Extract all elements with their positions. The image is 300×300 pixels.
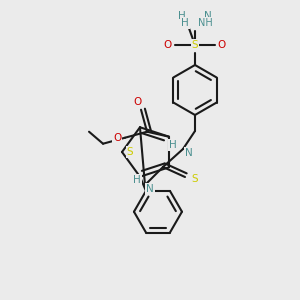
Text: H: H (178, 11, 186, 21)
Text: O: O (218, 40, 226, 50)
Text: H: H (181, 18, 189, 28)
Text: NH: NH (198, 18, 212, 28)
Text: O: O (133, 97, 141, 107)
Text: O: O (113, 133, 121, 143)
Text: O: O (164, 40, 172, 50)
Text: S: S (127, 147, 133, 157)
Text: S: S (192, 174, 198, 184)
Text: N: N (204, 11, 212, 21)
Text: N: N (146, 184, 154, 194)
Text: H: H (133, 175, 141, 185)
Text: H: H (169, 140, 177, 150)
Text: S: S (192, 40, 198, 50)
Text: N: N (185, 148, 193, 158)
